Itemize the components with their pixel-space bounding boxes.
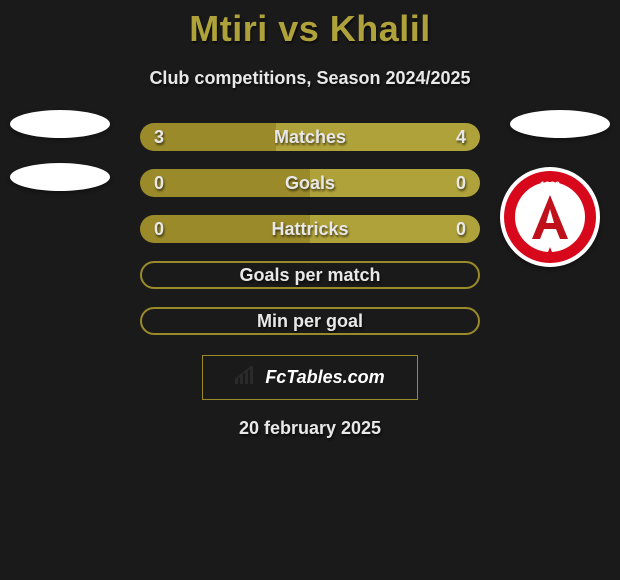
page-title: Mtiri vs Khalil bbox=[0, 0, 620, 50]
footer-date: 20 february 2025 bbox=[0, 418, 620, 439]
club-crest-right: 1920 bbox=[500, 167, 600, 267]
stat-bar: Hattricks00 bbox=[140, 215, 480, 243]
stat-bars: Matches34 Goals00 Hattricks00 Goals per mat… bbox=[140, 123, 480, 335]
bar-fill-left bbox=[140, 215, 310, 243]
bar-fill-right bbox=[310, 169, 480, 197]
player-left-ellipse-2 bbox=[10, 163, 110, 191]
club-crest-svg: 1920 bbox=[500, 167, 600, 267]
stat-bar: Goals00 bbox=[140, 169, 480, 197]
bar-label: Min per goal bbox=[142, 309, 478, 333]
brand-name: FcTables.com bbox=[265, 367, 384, 388]
bars-icon bbox=[235, 366, 257, 389]
stat-bar: Min per goal bbox=[140, 307, 480, 335]
player-left-ellipse-1 bbox=[10, 110, 110, 138]
bar-label: Goals per match bbox=[142, 263, 478, 287]
crest-year: 1920 bbox=[540, 180, 560, 190]
comparison-arena: 1920 Matches34 Goals00 Hattricks00 Goals pe… bbox=[0, 123, 620, 335]
brand-box[interactable]: FcTables.com bbox=[202, 355, 418, 400]
player-right-ellipse bbox=[510, 110, 610, 138]
bar-fill-left bbox=[140, 169, 310, 197]
stat-bar: Goals per match bbox=[140, 261, 480, 289]
bar-fill-right bbox=[310, 215, 480, 243]
stat-bar: Matches34 bbox=[140, 123, 480, 151]
subtitle: Club competitions, Season 2024/2025 bbox=[0, 68, 620, 89]
bar-fill-left bbox=[140, 123, 276, 151]
bar-fill-right bbox=[276, 123, 480, 151]
